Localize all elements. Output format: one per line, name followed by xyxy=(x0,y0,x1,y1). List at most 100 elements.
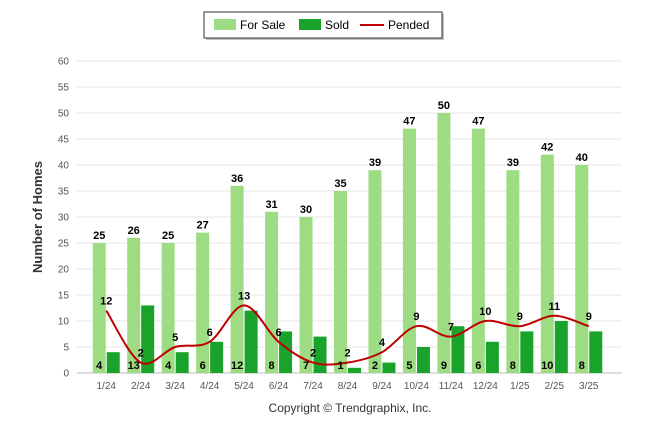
x-tick-label: 1/24 xyxy=(96,381,116,392)
pended-label: 2 xyxy=(310,348,316,360)
y-tick-label: 30 xyxy=(58,213,70,224)
pended-line-path xyxy=(105,304,590,366)
for-sale-bar xyxy=(471,128,485,373)
sold-bar xyxy=(175,352,189,373)
sold-bar xyxy=(106,352,120,373)
bars xyxy=(92,113,603,373)
sold-label: 8 xyxy=(579,360,585,372)
for-sale-bar xyxy=(230,185,244,373)
pended-label: 2 xyxy=(344,348,350,360)
sold-label: 8 xyxy=(269,360,275,372)
legend-label: Sold xyxy=(325,18,349,32)
sold-label: 6 xyxy=(475,360,481,372)
sold-bar xyxy=(589,331,603,373)
pended-label: 2 xyxy=(138,348,144,360)
y-tick-label: 20 xyxy=(58,265,70,276)
for-sale-label: 25 xyxy=(162,230,174,242)
y-tick-label: 55 xyxy=(58,83,70,94)
x-tick-label: 7/24 xyxy=(303,381,323,392)
x-tick-label: 11/24 xyxy=(439,381,464,392)
sold-bar xyxy=(416,347,430,373)
for-sale-bar xyxy=(506,170,520,373)
x-tick-label: 3/25 xyxy=(579,381,599,392)
sold-label: 2 xyxy=(372,360,378,372)
grid xyxy=(77,60,622,374)
sold-bar xyxy=(520,331,534,373)
x-tick-label: 1/25 xyxy=(510,381,530,392)
sold-bar xyxy=(279,331,293,373)
x-tick-label: 10/24 xyxy=(404,381,429,392)
sold-bar xyxy=(141,305,155,373)
pended-label: 9 xyxy=(586,311,592,323)
legend: For Sale Sold Pended xyxy=(203,11,444,40)
x-tick-label: 2/25 xyxy=(545,381,565,392)
y-tick-label: 10 xyxy=(58,317,70,328)
sold-label: 1 xyxy=(337,360,343,372)
pended-label: 11 xyxy=(548,301,560,313)
pended-label: 12 xyxy=(100,296,112,308)
y-axis-label: Number of Homes xyxy=(30,161,45,273)
legend-label: For Sale xyxy=(240,18,286,32)
pended-label: 6 xyxy=(276,327,282,339)
for-sale-bar xyxy=(402,128,416,373)
for-sale-label: 25 xyxy=(93,230,105,242)
data-labels: 2541226132254527663612133186307235123924… xyxy=(93,100,592,372)
sold-label: 12 xyxy=(231,360,243,372)
for-sale-bar xyxy=(265,211,279,373)
x-tick-label: 4/24 xyxy=(200,381,220,392)
x-tick-label: 9/24 xyxy=(372,381,392,392)
sold-label: 9 xyxy=(441,360,447,372)
y-tick-label: 40 xyxy=(58,161,70,172)
sold-bar xyxy=(348,367,361,373)
sold-bar xyxy=(382,362,396,373)
for-sale-label: 42 xyxy=(541,142,553,154)
for-sale-bar xyxy=(368,170,382,373)
legend-swatch xyxy=(299,19,321,30)
x-tick-label: 3/24 xyxy=(165,381,185,392)
for-sale-label: 30 xyxy=(300,204,312,216)
pended-label: 5 xyxy=(172,332,178,344)
sold-bar xyxy=(554,321,568,373)
y-tick-label: 60 xyxy=(58,57,70,68)
sold-label: 8 xyxy=(510,360,516,372)
sold-label: 7 xyxy=(303,360,309,372)
legend-swatch xyxy=(214,19,236,30)
sold-bar xyxy=(244,310,258,373)
for-sale-label: 39 xyxy=(369,157,381,169)
for-sale-bar xyxy=(437,113,451,373)
pended-label: 7 xyxy=(448,322,454,334)
for-sale-label: 35 xyxy=(334,178,346,190)
x-tick-label: 5/24 xyxy=(234,381,254,392)
for-sale-bar xyxy=(334,191,347,373)
for-sale-label: 47 xyxy=(472,116,484,128)
sold-label: 6 xyxy=(200,360,206,372)
x-axis: 1/24 2/24 3/24 4/24 5/24 6/24 7/24 8/24 9/24 10/2… xyxy=(96,381,598,392)
y-tick-label: 0 xyxy=(63,369,69,380)
for-sale-bar xyxy=(575,165,589,373)
pended-label: 13 xyxy=(238,290,250,302)
sold-bar xyxy=(210,341,224,373)
for-sale-label: 26 xyxy=(128,225,140,237)
for-sale-bar xyxy=(299,217,313,373)
x-tick-label: 2/24 xyxy=(131,381,151,392)
for-sale-label: 27 xyxy=(197,220,209,232)
pended-label: 4 xyxy=(379,337,386,349)
pended-label: 6 xyxy=(207,327,213,339)
for-sale-bar xyxy=(196,232,210,373)
y-tick-label: 15 xyxy=(58,291,70,302)
for-sale-label: 47 xyxy=(403,116,415,128)
sold-label: 13 xyxy=(128,360,140,372)
for-sale-bar xyxy=(540,154,554,373)
for-sale-bar xyxy=(92,243,106,373)
for-sale-label: 39 xyxy=(507,157,519,169)
x-tick-label: 12/24 xyxy=(473,381,498,392)
sold-label: 4 xyxy=(165,360,172,372)
copyright-footer: Copyright © Trendgraphix, Inc. xyxy=(269,401,432,415)
x-tick-label: 6/24 xyxy=(269,381,289,392)
sold-label: 4 xyxy=(96,360,103,372)
legend-label: Pended xyxy=(388,18,429,32)
y-axis: 0 5 10 15 20 25 30 35 40 45 50 55 60 xyxy=(58,57,70,380)
x-tick-label: 8/24 xyxy=(338,381,358,392)
y-tick-label: 5 xyxy=(63,343,69,354)
